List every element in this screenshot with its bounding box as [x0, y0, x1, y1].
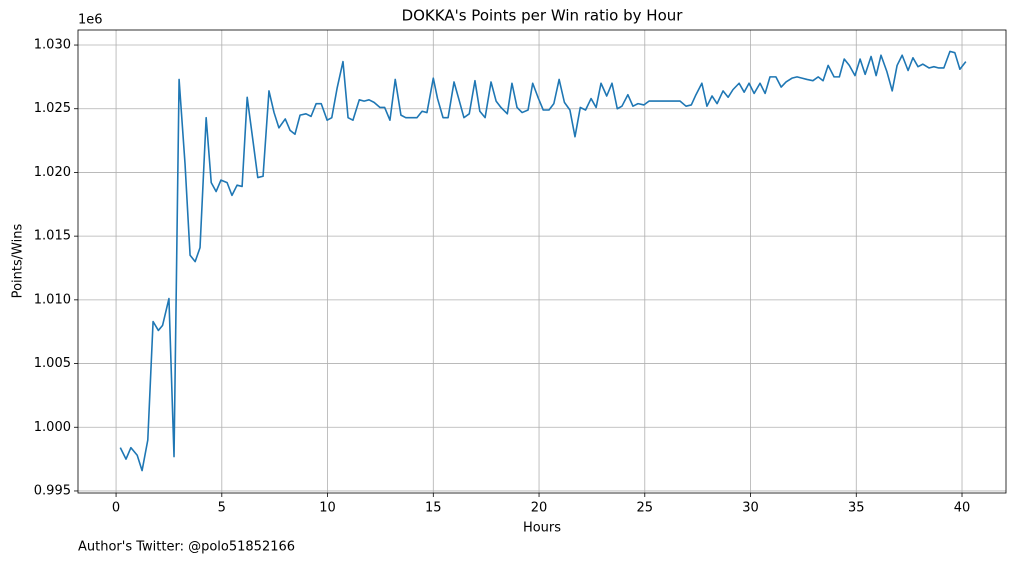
- y-tick-label: 1.015: [34, 229, 71, 244]
- x-tick-label: 30: [742, 501, 759, 516]
- y-tick-label: 1.025: [34, 101, 71, 116]
- x-tick-label: 10: [319, 501, 336, 516]
- y-tick-label: 1.005: [34, 356, 71, 371]
- plot-frame: [77, 29, 1007, 494]
- y-tick-label: 1.010: [34, 292, 71, 307]
- x-tick-label: 15: [425, 501, 442, 516]
- y-tick-label: 1.000: [34, 420, 71, 435]
- y-tick-label: 1.030: [34, 38, 71, 53]
- x-tick-label: 5: [218, 501, 226, 516]
- chart-title: DOKKA's Points per Win ratio by Hour: [402, 7, 684, 25]
- y-axis-label: Points/Wins: [11, 223, 26, 298]
- y-offset-label: 1e6: [78, 13, 103, 28]
- x-tick-label: 25: [637, 501, 654, 516]
- x-tick-label: 40: [954, 501, 971, 516]
- y-tick-label: 1.020: [34, 165, 71, 180]
- line: [119, 50, 967, 472]
- footnote: Author's Twitter: @polo51852166: [78, 540, 295, 555]
- x-tick-label: 20: [531, 501, 548, 516]
- x-tick-label: 35: [848, 501, 865, 516]
- y-tick-label: 0.995: [34, 483, 71, 498]
- x-axis-label: Hours: [523, 521, 561, 536]
- x-tick-label: 0: [112, 501, 120, 516]
